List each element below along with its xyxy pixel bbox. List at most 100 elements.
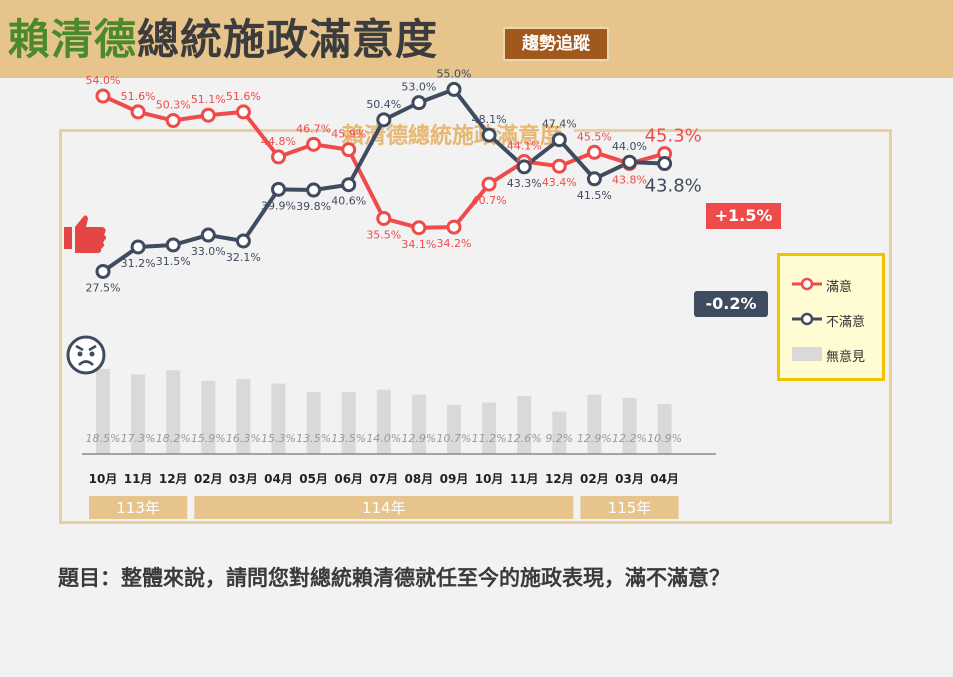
no-opinion-label: 18.2% [156,432,191,445]
dissatisfied-point [165,237,181,253]
dissatisfied-point [235,233,251,249]
no-opinion-bar [131,374,146,454]
legend-label-no-opinion: 無意見 [826,350,866,365]
no-opinion-label: 11.2% [472,432,507,445]
satisfied-point [586,144,602,160]
dissatisfied-point [130,239,146,255]
no-opinion-label: 13.5% [331,432,366,445]
satisfied-label: 34.2% [437,237,472,250]
dissatisfied-label: 48.1% [472,113,507,126]
no-opinion-bar [236,379,251,454]
year-label: 113年 [116,499,160,517]
dissatisfied-point [446,81,462,97]
satisfied-label: 50.3% [156,99,191,112]
dissatisfied-point [516,159,532,175]
no-opinion-label: 15.9% [191,432,226,445]
dissatisfied-label: 53.0% [401,81,436,94]
no-opinion-label: 18.5% [86,432,121,445]
dissatisfied-label: 39.9% [261,199,296,212]
thumbs-up-icon [64,215,106,253]
no-opinion-label: 9.2% [545,432,573,445]
no-opinion-label: 14.0% [366,432,401,445]
satisfied-point [411,220,427,236]
dissatisfied-label: 47.4% [542,118,577,131]
no-opinion-bar [201,380,216,454]
satisfied-label: 46.7% [296,122,331,135]
satisfied-point [200,107,216,123]
no-opinion-label: 17.3% [121,432,156,445]
dissatisfied-label: 39.8% [296,200,331,213]
month-label: 12月 [545,472,574,486]
year-band [580,496,679,519]
trend-badge: 趨勢追蹤 [503,27,609,61]
satisfied-point [235,104,251,120]
no-opinion-label: 12.9% [577,432,612,445]
dissatisfied-point [376,112,392,128]
no-opinion-label: 13.5% [296,432,331,445]
dissatisfied-change-badge: -0.2% [694,291,768,317]
dissatisfied-point [586,171,602,187]
dissatisfied-label: 31.5% [156,255,191,268]
dissatisfied-point [271,181,286,197]
satisfied-label: 34.1% [401,238,436,251]
satisfied-label: 45.9% [331,128,366,141]
dissatisfied-point [481,127,497,143]
month-label: 03月 [229,472,258,486]
satisfied-point [95,88,111,104]
satisfied-label: 35.5% [366,228,401,241]
dissatisfied-point [341,177,357,193]
no-opinion-label: 10.9% [647,432,682,445]
no-opinion-label: 15.3% [261,432,296,445]
title-rest: 總統施政滿意度 [137,15,439,64]
no-opinion-bar [306,391,321,454]
month-label: 09月 [440,472,469,486]
dissatisfied-point [95,263,111,279]
no-opinion-bar [376,389,391,454]
satisfied-point [306,136,322,152]
legend-swatch-satisfied [792,277,822,291]
no-opinion-label: 12.9% [401,432,436,445]
month-label: 02月 [580,472,609,486]
satisfied-label: 45.3% [645,126,702,147]
dissatisfied-point [200,227,216,243]
no-opinion-bar [96,368,110,454]
satisfied-label: 43.8% [612,174,647,187]
dissatisfied-point [306,182,322,198]
month-label: 10月 [89,472,118,486]
no-opinion-bar [587,394,602,454]
legend-label-satisfied: 滿意 [826,280,853,295]
chart-title: 賴清德總統施政滿意度 [330,118,575,150]
dissatisfied-label: 50.4% [366,98,401,111]
title-name: 賴清德 [8,15,138,64]
satisfied-point [130,104,146,120]
satisfied-point [551,158,567,174]
year-band [194,496,574,519]
dissatisfied-point [551,132,567,148]
year-band [89,496,188,519]
month-label: 05月 [299,472,328,486]
dissatisfied-label: 32.1% [226,251,261,264]
satisfied-label: 44.8% [261,135,296,148]
dissatisfied-label: 43.3% [507,177,542,190]
no-opinion-bar [166,370,181,454]
satisfied-label: 40.7% [472,194,507,207]
satisfied-point [165,113,181,129]
month-label: 04月 [264,472,293,486]
satisfied-point [446,219,462,235]
month-label: 03月 [615,472,644,486]
satisfied-point [341,142,357,158]
satisfied-label: 51.6% [121,90,156,103]
survey-question: 題目：整體來說，請問您對總統賴清德就任至今的施政表現，滿不滿意？ [58,566,730,590]
no-opinion-bar [271,383,286,454]
legend-label-dissatisfied: 不滿意 [826,315,866,330]
dissatisfied-point [411,95,427,111]
month-label: 11月 [124,472,153,486]
month-label: 07月 [369,472,398,486]
satisfied-change-label: +1.5% [714,206,773,225]
no-opinion-bar [341,391,356,454]
satisfied-label: 43.4% [542,176,577,189]
dissatisfied-label: 43.8% [645,176,702,197]
month-label: 12月 [159,472,188,486]
no-opinion-label: 12.6% [507,432,542,445]
